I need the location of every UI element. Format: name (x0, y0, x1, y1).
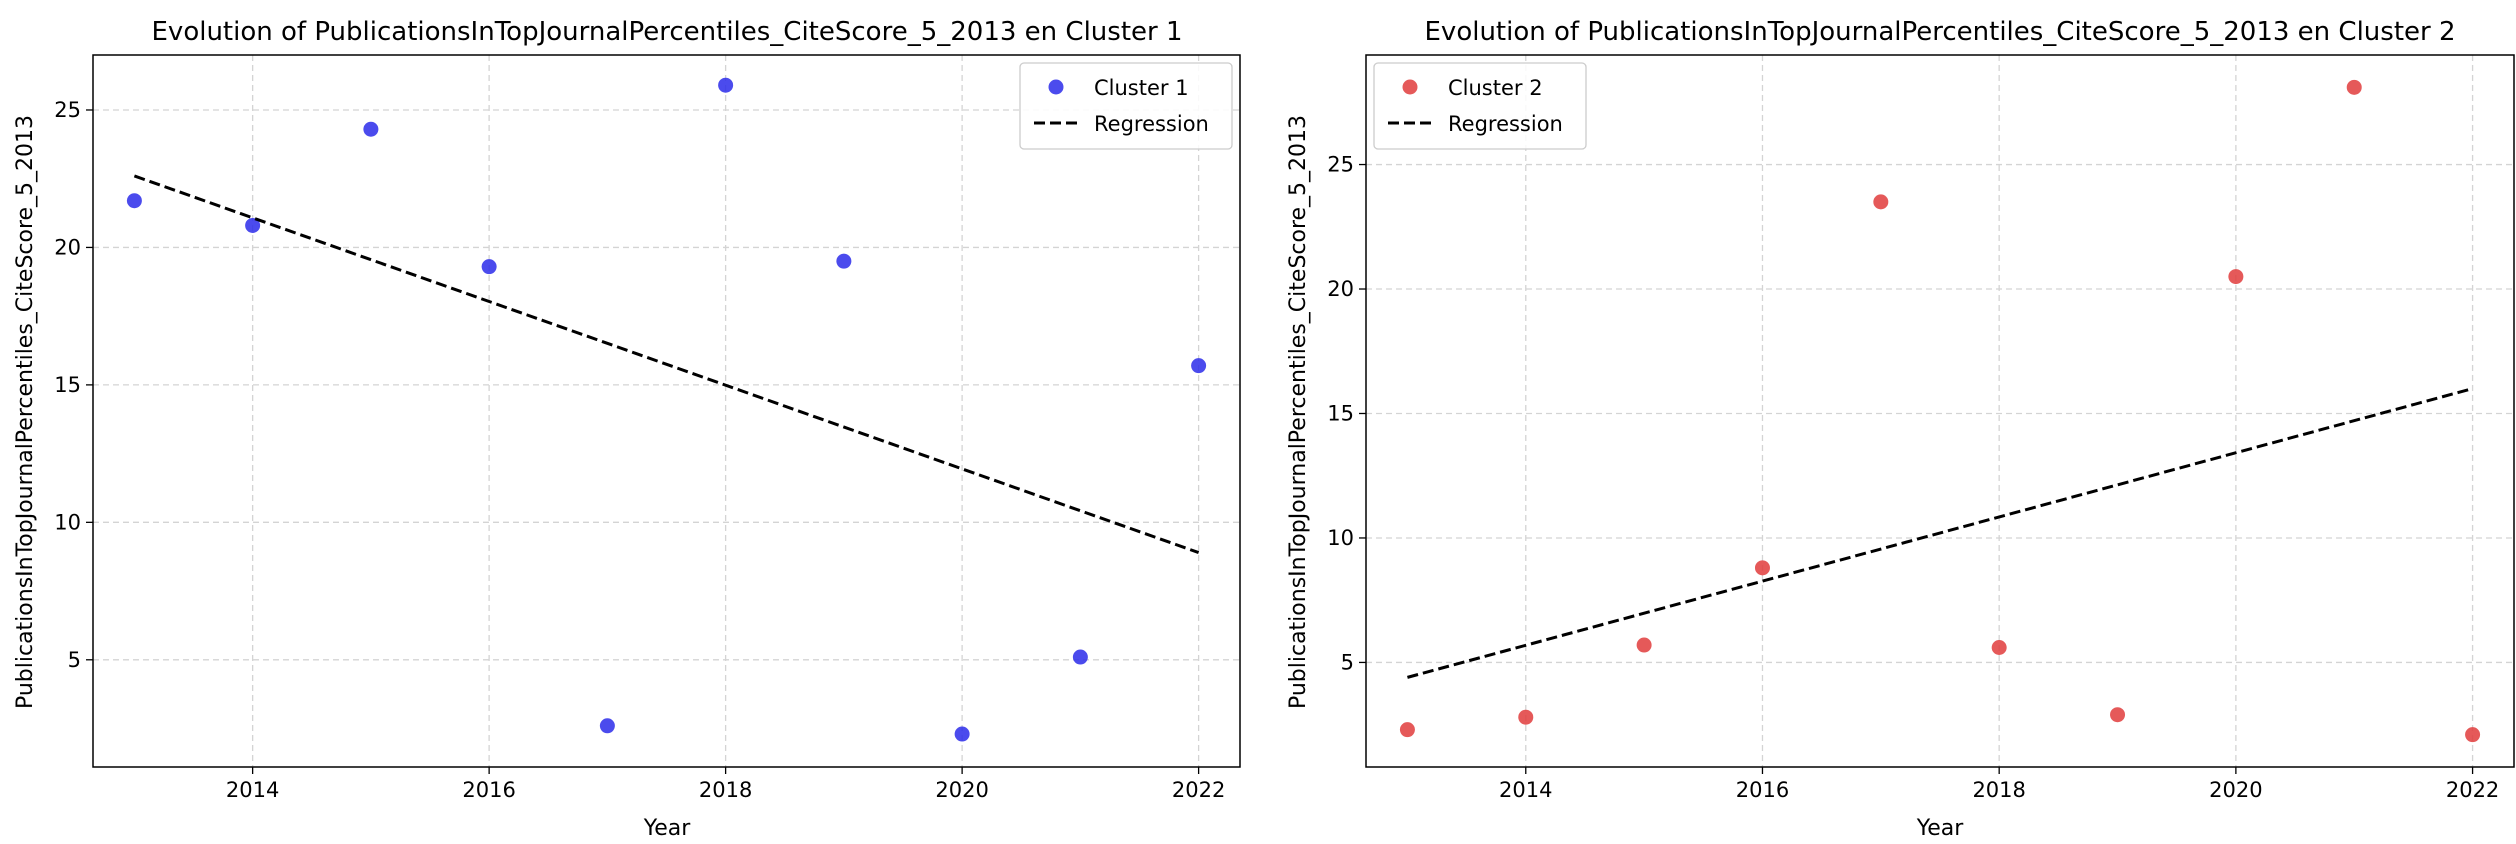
y-tick-label: 20 (1327, 277, 1354, 301)
chart-cluster-1: Evolution of PublicationsInTopJournalPer… (13, 17, 1241, 841)
chart-title: Evolution of PublicationsInTopJournalPer… (1425, 17, 2456, 47)
data-point (1754, 560, 1770, 576)
data-point (2465, 727, 2481, 743)
y-tick-label: 25 (1327, 153, 1354, 177)
legend-marker-swatch (1402, 79, 1418, 95)
data-point (2110, 707, 2126, 723)
data-point (1636, 637, 1652, 653)
plot-frame (92, 54, 1241, 768)
legend: Cluster 2 Regression (1373, 62, 1587, 150)
legend-marker-swatch (1048, 79, 1064, 95)
x-tick-label: 2014 (1499, 778, 1552, 802)
y-tick-label: 15 (1327, 401, 1354, 425)
regression-line (1407, 387, 2473, 679)
legend-label: Cluster 1 (1094, 76, 1189, 100)
data-point (2228, 269, 2244, 285)
plot-frame (1365, 54, 2515, 768)
x-tick-label: 2020 (935, 778, 988, 802)
data-point (1191, 358, 1207, 374)
chart-cluster-2: Evolution of PublicationsInTopJournalPer… (1286, 17, 2515, 841)
y-tick-label: 20 (54, 235, 81, 259)
x-tick-label: 2018 (699, 778, 752, 802)
y-tick-label: 10 (1327, 526, 1354, 550)
data-point (245, 217, 261, 233)
y-tick-label: 10 (54, 510, 81, 534)
data-point (363, 121, 379, 137)
x-tick-label: 2014 (226, 778, 279, 802)
data-point (718, 77, 734, 93)
x-axis-label: Year (643, 816, 692, 841)
y-tick-label: 15 (54, 373, 81, 397)
legend-label: Regression (1448, 112, 1563, 136)
y-tick-label: 5 (68, 648, 81, 672)
data-point (481, 259, 497, 275)
chart-title: Evolution of PublicationsInTopJournalPer… (152, 17, 1183, 47)
data-point (1991, 640, 2007, 656)
x-tick-label: 2022 (2446, 778, 2499, 802)
legend: Cluster 1 Regression (1019, 62, 1233, 150)
data-point (1873, 194, 1889, 210)
x-tick-label: 2016 (462, 778, 515, 802)
data-point (836, 253, 852, 269)
data-point (599, 718, 615, 734)
y-tick-label: 25 (54, 98, 81, 122)
regression-line (133, 174, 1200, 554)
legend-box (1019, 62, 1233, 150)
data-point (126, 193, 142, 209)
x-axis-label: Year (1916, 816, 1965, 841)
y-tick-label: 5 (1341, 650, 1354, 674)
data-point (1399, 722, 1415, 738)
y-axis-label: PublicationsInTopJournalPercentiles_Cite… (13, 115, 38, 709)
legend-label: Cluster 2 (1448, 76, 1543, 100)
data-point (954, 726, 970, 742)
data-point (2346, 79, 2362, 95)
legend-label: Regression (1094, 112, 1209, 136)
x-tick-label: 2020 (2209, 778, 2262, 802)
y-axis-label: PublicationsInTopJournalPercentiles_Cite… (1286, 115, 1311, 709)
x-tick-label: 2018 (1972, 778, 2025, 802)
data-point (1518, 709, 1534, 725)
x-tick-label: 2016 (1736, 778, 1789, 802)
data-point (1072, 649, 1088, 665)
x-tick-label: 2022 (1172, 778, 1225, 802)
legend-box (1373, 62, 1587, 150)
